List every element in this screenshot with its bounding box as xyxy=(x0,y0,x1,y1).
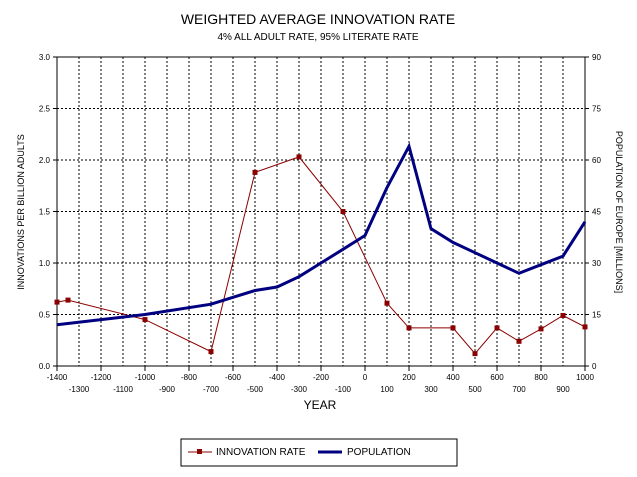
data-point-innovation-rate xyxy=(65,297,71,303)
data-point-innovation-rate xyxy=(516,338,522,344)
x-tick-label: -600 xyxy=(225,373,242,382)
y-tick-label: 1.0 xyxy=(39,259,51,268)
y-axis-right: 0 15 30 45 60 75 90 xyxy=(585,53,601,371)
x-tick-label: 100 xyxy=(380,385,394,394)
data-point-innovation-rate xyxy=(560,313,566,318)
x-tick-label: 400 xyxy=(446,373,460,382)
data-point-innovation-rate xyxy=(384,300,390,306)
y-axis-left: 0.0 0.5 1.0 1.5 2.0 2.5 3.0 xyxy=(39,53,57,371)
series-layer xyxy=(54,142,588,357)
x-tick-label: -1100 xyxy=(113,385,133,394)
x-tick-label: -1400 xyxy=(47,373,68,382)
x-tick-label: 900 xyxy=(556,385,570,394)
x-tick-label: 500 xyxy=(468,385,482,394)
legend-label-population: POPULATION xyxy=(347,447,411,458)
y2-tick-label: 75 xyxy=(592,105,601,114)
x-axis-label: YEAR xyxy=(304,398,337,412)
data-point-innovation-rate xyxy=(538,326,544,332)
y-tick-label: 2.0 xyxy=(39,156,51,165)
data-point-innovation-rate xyxy=(340,209,346,214)
data-point-innovation-rate xyxy=(142,317,148,323)
grid xyxy=(57,57,585,366)
x-axis: -1400 -1200 -1000 -800 -600 -400 -200 0 200 400 60… xyxy=(47,366,594,394)
y2-tick-label: 45 xyxy=(592,208,601,217)
x-tick-label: -400 xyxy=(269,373,286,382)
y-axis-label: INNOVATIONS PER BILLION ADULTS xyxy=(16,134,26,290)
y-tick-label: 0.0 xyxy=(39,362,51,371)
legend: INNOVATION RATE POPULATION xyxy=(180,438,458,467)
x-tick-label: -200 xyxy=(313,373,330,382)
y2-tick-label: 60 xyxy=(592,156,601,165)
data-point-innovation-rate xyxy=(252,169,258,175)
chart-subtitle: 4% ALL ADULT RATE, 95% LITERATE RATE xyxy=(218,32,419,43)
x-tick-label: -700 xyxy=(203,385,220,394)
x-tick-label: 700 xyxy=(512,385,526,394)
x-tick-label: -800 xyxy=(181,373,198,382)
data-point-innovation-rate xyxy=(450,325,456,331)
x-tick-label: 0 xyxy=(363,373,368,382)
data-point-innovation-rate xyxy=(54,299,60,305)
y-tick-label: 0.5 xyxy=(39,311,51,320)
y2-tick-label: 15 xyxy=(592,311,601,320)
x-tick-label: 1000 xyxy=(576,373,594,382)
y-tick-label: 3.0 xyxy=(39,53,51,62)
data-point-innovation-rate xyxy=(494,325,500,331)
y-tick-label: 1.5 xyxy=(39,208,51,217)
data-point-innovation-rate xyxy=(472,351,478,357)
x-tick-label: -300 xyxy=(291,385,308,394)
data-point-innovation-rate xyxy=(296,154,302,160)
data-point-innovation-rate xyxy=(406,325,412,331)
x-tick-label: -1300 xyxy=(69,385,90,394)
data-point-innovation-rate xyxy=(582,324,588,330)
y2-tick-label: 90 xyxy=(592,53,601,62)
x-tick-label: 600 xyxy=(490,373,504,382)
x-tick-label: -900 xyxy=(159,385,176,394)
series-line-population xyxy=(56,142,587,327)
data-point-innovation-rate xyxy=(208,349,214,355)
x-tick-label: 800 xyxy=(534,373,548,382)
x-tick-label: -1200 xyxy=(91,373,112,382)
x-tick-label: -500 xyxy=(247,385,264,394)
y2-tick-label: 0 xyxy=(592,362,597,371)
y-tick-label: 2.5 xyxy=(39,105,51,114)
x-tick-label: -100 xyxy=(335,385,352,394)
chart-title: WEIGHTED AVERAGE INNOVATION RATE xyxy=(181,11,455,27)
legend-label-innovation-rate: INNOVATION RATE xyxy=(216,447,306,458)
y2-tick-label: 30 xyxy=(592,259,601,268)
series-line-innovation-rate xyxy=(56,156,586,355)
x-tick-label: -1000 xyxy=(135,373,156,382)
y2-axis-label: POPULATION OF EUROPE [MILLIONS] xyxy=(614,131,624,293)
x-tick-label: 200 xyxy=(402,373,416,382)
legend-marker-innovation-rate xyxy=(197,449,202,454)
x-tick-label: 300 xyxy=(424,385,438,394)
